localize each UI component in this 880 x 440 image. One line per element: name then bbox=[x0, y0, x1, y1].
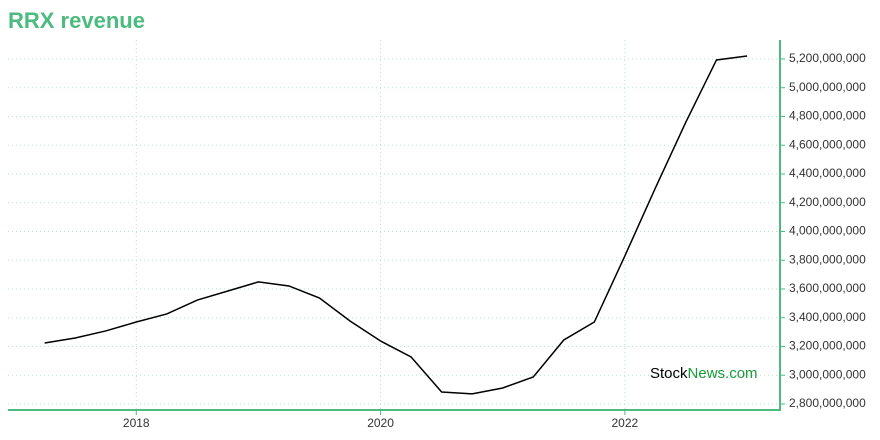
y-tick-label: 5,000,000,000 bbox=[789, 80, 866, 94]
y-tick-label: 4,000,000,000 bbox=[789, 224, 866, 238]
y-tick-label: 3,200,000,000 bbox=[789, 339, 866, 353]
x-tick-label: 2018 bbox=[123, 416, 150, 430]
y-tick-label: 3,000,000,000 bbox=[789, 367, 866, 381]
y-tick-label: 3,800,000,000 bbox=[789, 252, 866, 266]
watermark-part: Stock bbox=[650, 365, 688, 382]
y-tick-label: 4,400,000,000 bbox=[789, 166, 866, 180]
chart-title: RRX revenue bbox=[8, 8, 145, 33]
y-tick-label: 3,400,000,000 bbox=[789, 310, 866, 324]
x-tick-label: 2020 bbox=[367, 416, 394, 430]
y-tick-label: 4,800,000,000 bbox=[789, 109, 866, 123]
y-tick-label: 2,800,000,000 bbox=[789, 396, 866, 410]
series-line bbox=[44, 55, 748, 395]
x-tick-label: 2022 bbox=[612, 416, 639, 430]
y-tick-label: 4,600,000,000 bbox=[789, 137, 866, 151]
watermark-part: News.com bbox=[688, 365, 758, 382]
y-tick-label: 5,200,000,000 bbox=[789, 51, 866, 65]
watermark: StockNews.com bbox=[650, 365, 758, 382]
y-tick-label: 3,600,000,000 bbox=[789, 281, 866, 295]
y-tick-label: 4,200,000,000 bbox=[789, 195, 866, 209]
